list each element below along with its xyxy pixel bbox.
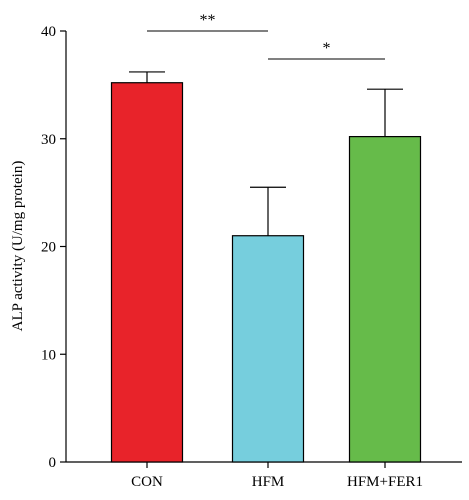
x-category-label: HFM bbox=[252, 474, 285, 490]
significance-label: * bbox=[323, 40, 331, 57]
y-tick-label: 0 bbox=[49, 455, 57, 471]
bar-hfm-fer1 bbox=[348, 135, 422, 463]
x-category-label: CON bbox=[131, 474, 163, 490]
x-category-label: HFM+FER1 bbox=[347, 474, 423, 490]
y-axis-title: ALP activity (U/mg protein) bbox=[10, 161, 26, 332]
bar-con bbox=[110, 82, 184, 463]
significance-label: ** bbox=[200, 12, 216, 29]
y-tick-label: 20 bbox=[41, 240, 56, 256]
y-tick-label: 40 bbox=[41, 24, 56, 40]
y-tick-label: 30 bbox=[41, 132, 56, 148]
bar-hfm bbox=[231, 235, 305, 463]
y-tick-label: 10 bbox=[41, 347, 56, 363]
